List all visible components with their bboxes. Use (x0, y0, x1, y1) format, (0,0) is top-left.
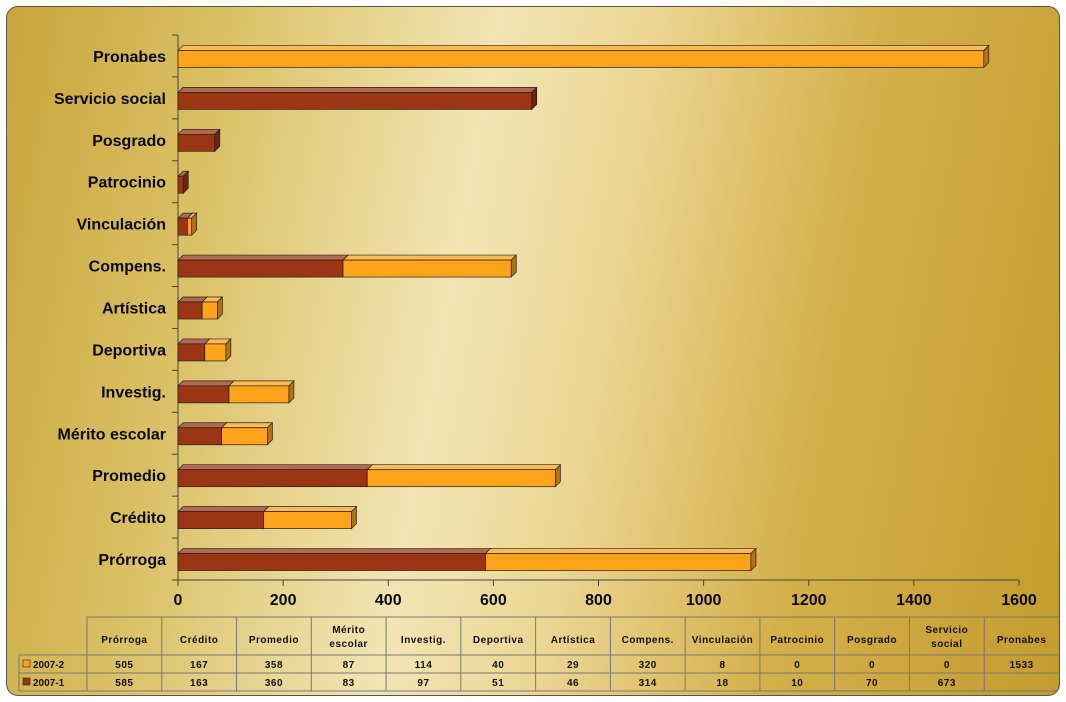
table-header: Pronabes (997, 635, 1047, 646)
table-header: Promedio (249, 635, 299, 646)
legend-swatch (22, 659, 31, 668)
x-tick-label: 800 (585, 592, 612, 609)
table-cell: 40 (492, 660, 504, 671)
bar-segment (220, 421, 274, 446)
table-cell: 314 (639, 678, 657, 689)
bar-segment (366, 463, 562, 488)
bar-segment (203, 338, 232, 362)
table-cell: 1533 (1009, 660, 1033, 671)
table-cell: 585 (115, 678, 133, 689)
table-cell: 673 (938, 678, 956, 689)
bar-segment (186, 212, 198, 236)
table-cell: 505 (115, 660, 133, 671)
table-cell: 51 (492, 678, 504, 689)
chart: Prórroga Crédito Promedio Mérito escolar Inv… (18, 34, 1059, 692)
category-label: Artística (102, 301, 166, 318)
category-label: Mérito escolar (58, 426, 166, 443)
table-cell: 320 (639, 660, 657, 671)
table-cell: 0 (869, 660, 875, 671)
category-label: Prórroga (98, 552, 166, 569)
x-tick-label: 1400 (896, 592, 932, 609)
bar-segment (177, 170, 190, 195)
table-header: Patrocinio (770, 635, 824, 646)
legend-label: 2007-1 (33, 678, 65, 689)
category-label: Vinculación (76, 217, 166, 234)
table-cell: 18 (716, 678, 728, 689)
x-tick-label: 200 (270, 592, 297, 609)
bar-segment (177, 254, 349, 278)
bar-segment (484, 547, 757, 572)
axis-lines (172, 34, 1019, 581)
table-header: Posgrado (847, 635, 897, 646)
x-tick-label: 0 (174, 592, 183, 609)
category-label: Investig. (101, 384, 166, 401)
bar-segment (177, 380, 235, 404)
legend-swatch (22, 677, 31, 686)
x-tick-label: 1200 (791, 592, 827, 609)
category-label: Pronabes (93, 49, 166, 66)
bar-segment (228, 380, 295, 404)
x-tick-label: 600 (480, 592, 507, 609)
table-cell: 0 (794, 660, 800, 671)
chart-frame: Prórroga Crédito Promedio Mérito escolar Inv… (6, 6, 1060, 696)
category-label: Posgrado (92, 133, 166, 150)
table-cell: 8 (720, 660, 726, 671)
table-cell: 10 (791, 678, 803, 689)
table-header: Mérito (332, 625, 365, 636)
table-cell: 0 (944, 660, 950, 671)
table-cell: 83 (343, 678, 355, 689)
table-cell: 87 (343, 660, 355, 671)
category-label: Crédito (110, 510, 166, 527)
table-cell: 167 (190, 660, 208, 671)
table-header: Deportiva (473, 635, 524, 646)
category-label: Patrocinio (88, 175, 166, 192)
bar-segment (177, 547, 492, 572)
x-tick-label: 1600 (1001, 592, 1037, 609)
bar-segment (177, 463, 374, 488)
table-header: escolar (329, 639, 368, 650)
table-cell: 358 (265, 660, 283, 671)
category-label: Promedio (92, 468, 166, 485)
table-cell: 360 (265, 678, 283, 689)
bar-segment (177, 505, 270, 530)
table-header: Servicio (925, 625, 968, 636)
category-label: Compens. (89, 259, 166, 276)
table-cell: 70 (866, 678, 878, 689)
table-cell: 163 (190, 678, 208, 689)
bar-segment (201, 296, 224, 320)
x-tick-label: 1000 (686, 592, 722, 609)
table-cell: 46 (567, 678, 579, 689)
bar-segment (177, 86, 538, 111)
category-label: Deportiva (92, 342, 166, 359)
bar-segment (177, 44, 990, 69)
legend-label: 2007-2 (33, 660, 65, 671)
table-cell: 29 (567, 660, 579, 671)
bar-segment (177, 128, 221, 153)
bar-segment (262, 505, 358, 530)
bar-segment (342, 254, 518, 278)
table-header: Crédito (180, 635, 219, 646)
x-axis: 0 200 400 600 800 1000 1200 1400 1600 (174, 580, 1037, 609)
table-header: Compens. (622, 635, 674, 646)
table-header: Investig. (401, 635, 446, 646)
table-cell: 114 (415, 660, 433, 671)
table-header: social (931, 639, 962, 650)
data-table: Prórroga Crédito Promedio Mérito escolar Inve… (18, 616, 1059, 692)
category-label: Servicio social (54, 91, 166, 108)
bar-segment (177, 421, 228, 446)
table-header: Artística (551, 635, 596, 646)
category-labels: Prórroga Crédito Promedio Mérito escolar Inv… (54, 49, 166, 569)
table-cell: 97 (417, 678, 429, 689)
x-tick-label: 400 (375, 592, 402, 609)
table-header: Prórroga (101, 635, 147, 646)
table-header: Vinculación (692, 635, 753, 646)
bar-series (177, 44, 990, 572)
